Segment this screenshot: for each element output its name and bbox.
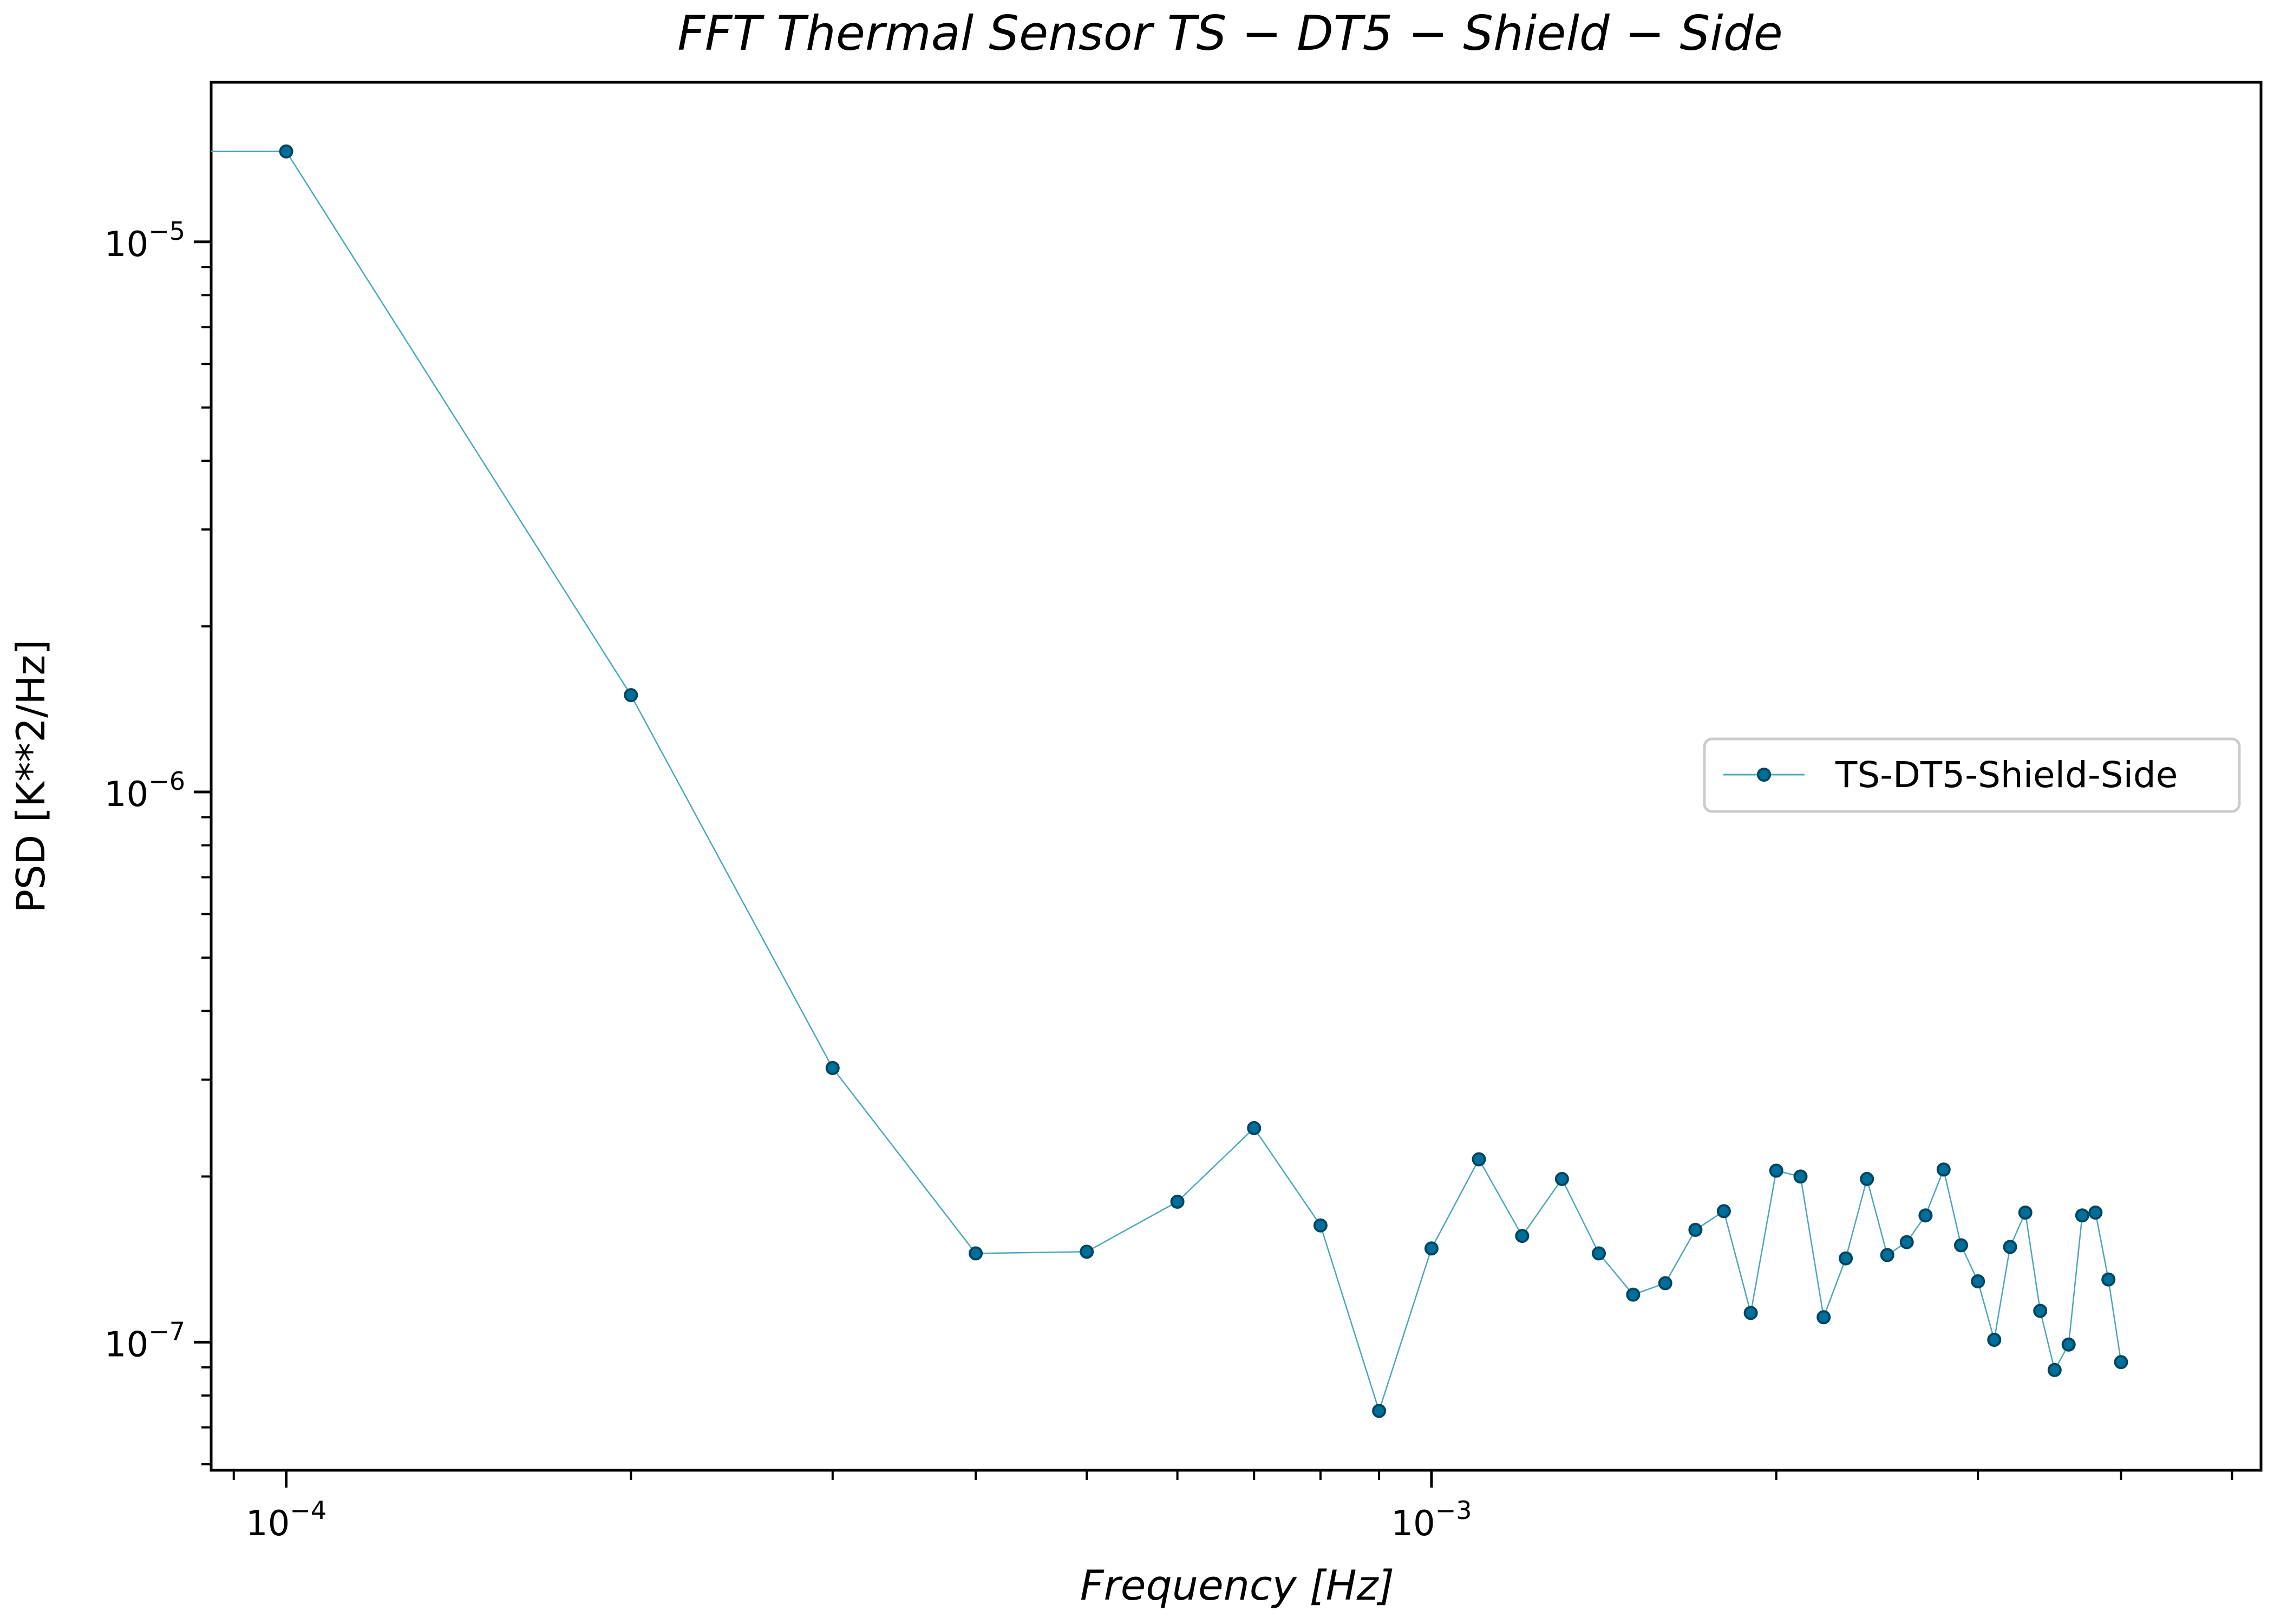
data-point <box>279 144 293 159</box>
data-point <box>1899 1235 1914 1249</box>
data-point <box>1472 1152 1486 1167</box>
data-point <box>2061 1337 2076 1352</box>
data-point <box>1743 1306 1758 1320</box>
data-point <box>1936 1162 1951 1177</box>
data-point <box>1424 1241 1439 1256</box>
data-point <box>2003 1240 2017 1254</box>
data-point <box>1793 1169 1808 1184</box>
legend: TS-DT5-Shield-Side <box>1703 737 2241 813</box>
data-point <box>1839 1251 1853 1266</box>
plot-area-frame <box>210 81 2263 1472</box>
data-point <box>1592 1246 1606 1261</box>
y-tick-label: 10−5 <box>104 217 185 265</box>
y-tick-label: 10−7 <box>104 1317 185 1365</box>
data-point <box>1372 1404 1387 1418</box>
data-point <box>1247 1121 1262 1135</box>
data-point <box>1626 1287 1641 1302</box>
y-axis-label: PSD [K**2/Hz] <box>8 640 54 913</box>
data-point <box>624 688 638 703</box>
data-point <box>2033 1304 2048 1318</box>
data-point <box>1313 1218 1328 1233</box>
data-point <box>1716 1204 1731 1219</box>
data-point <box>2075 1208 2089 1223</box>
data-point <box>2101 1272 2116 1287</box>
data-point <box>969 1246 983 1261</box>
data-point <box>2114 1355 2128 1370</box>
data-point <box>1816 1310 1831 1325</box>
data-point <box>825 1060 840 1075</box>
legend-box <box>1703 737 2241 813</box>
data-point <box>2088 1206 2103 1220</box>
x-tick-label: 10−4 <box>246 1496 326 1544</box>
data-point <box>1515 1229 1530 1243</box>
x-axis-label: Frequency [Hz] <box>1080 1561 1394 1609</box>
data-point <box>2047 1363 2062 1377</box>
data-point <box>2018 1206 2033 1220</box>
chart-title: FFT Thermal Sensor TS − DT5 − Shield − S… <box>677 5 1783 61</box>
data-point <box>1918 1208 1933 1223</box>
data-point <box>1080 1245 1094 1259</box>
data-point <box>1971 1274 1985 1288</box>
x-tick-label: 10−3 <box>1391 1496 1472 1544</box>
minor-ticks <box>201 266 2233 1480</box>
series-layer <box>211 144 2128 1418</box>
data-point <box>1688 1222 1703 1237</box>
data-point <box>1554 1171 1569 1186</box>
major-ticks: 10−4 10−3 10−5 10−6 10−7 <box>104 217 1472 1544</box>
data-point <box>1170 1194 1185 1209</box>
data-point <box>1987 1333 2002 1347</box>
data-point <box>1658 1276 1672 1291</box>
data-point <box>1769 1163 1783 1178</box>
data-point <box>1860 1171 1874 1186</box>
legend-marker-swatch <box>1757 768 1771 782</box>
legend-label: TS-DT5-Shield-Side <box>1835 754 2178 796</box>
data-point <box>1880 1248 1894 1262</box>
data-point <box>1954 1238 1968 1253</box>
y-tick-label: 10−6 <box>104 767 185 815</box>
